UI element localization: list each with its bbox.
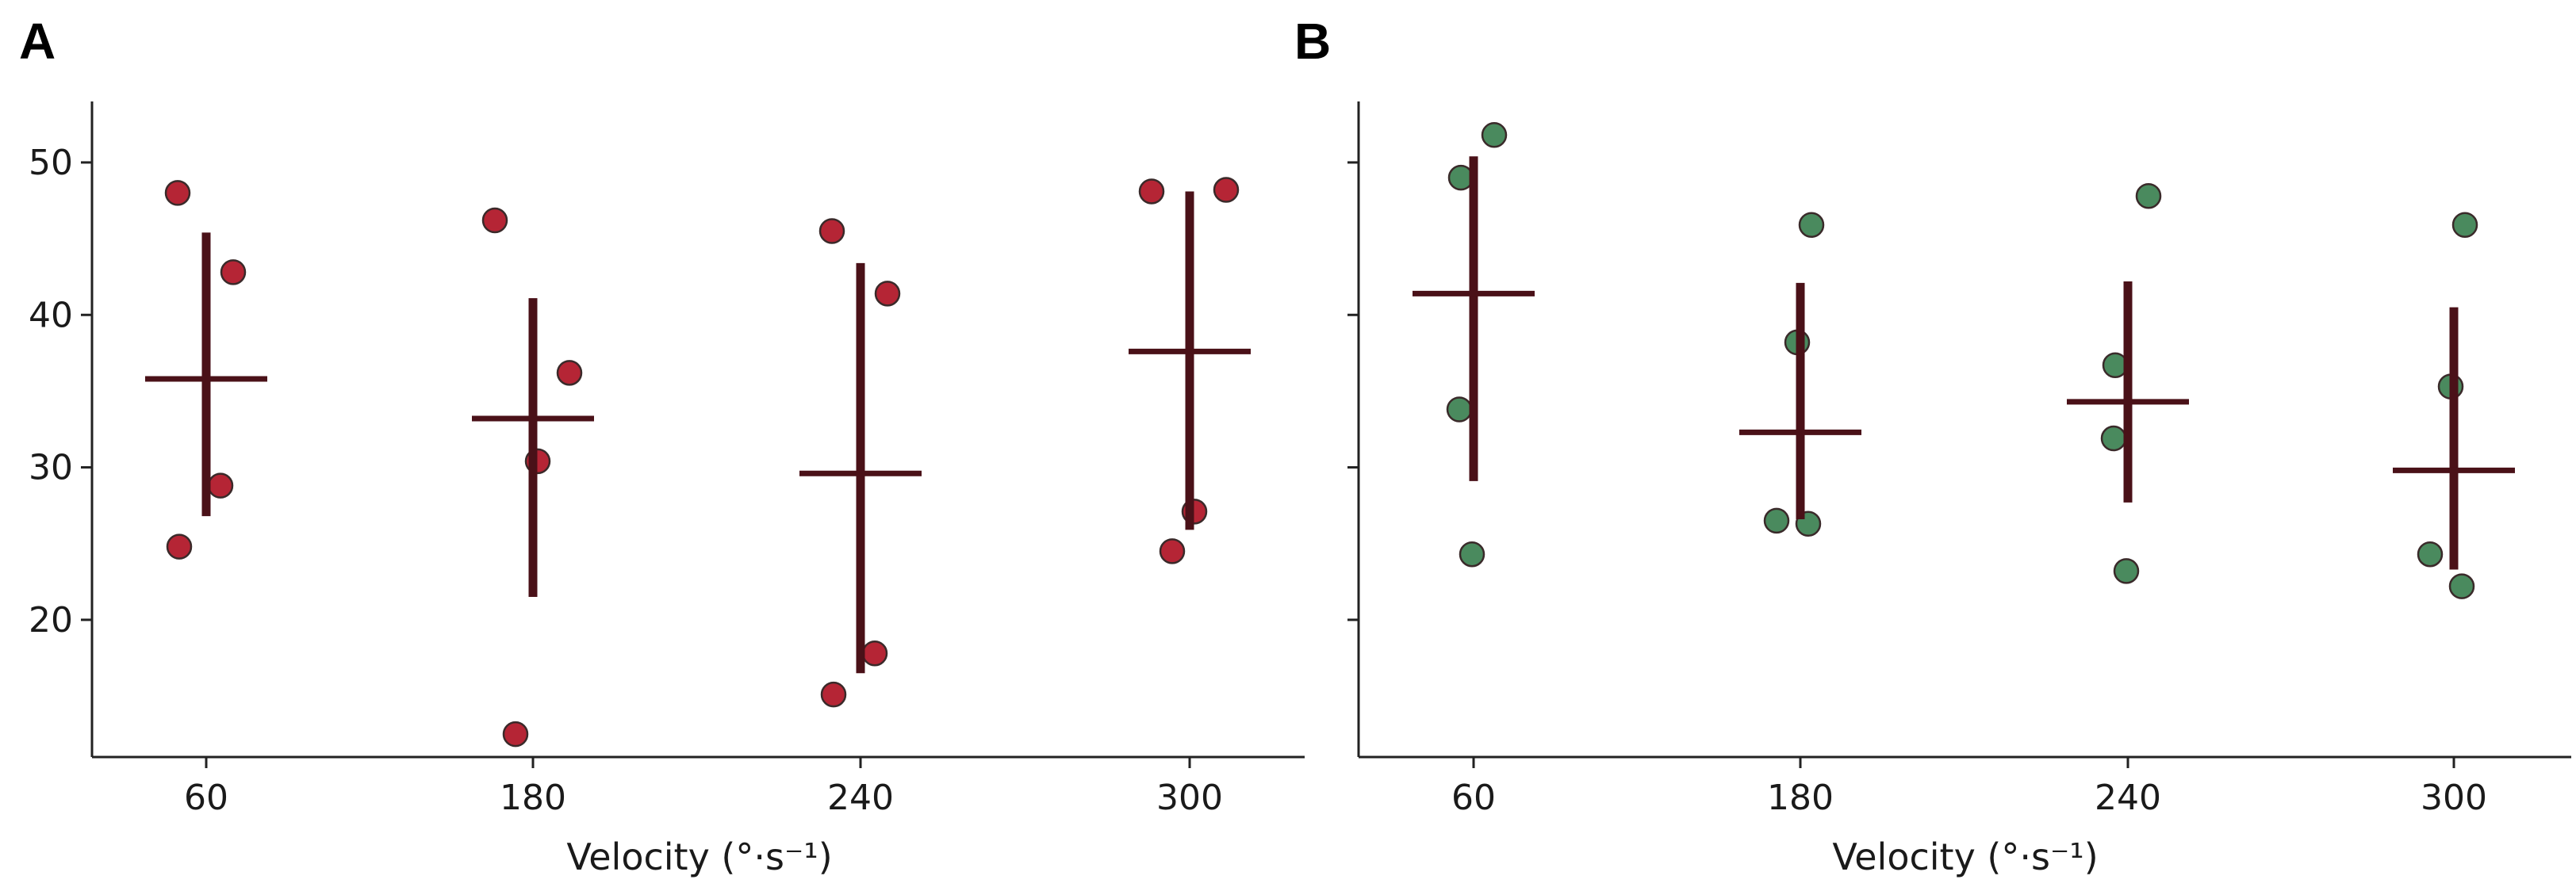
panel-b-x-tick-label: 300 — [2421, 778, 2487, 818]
panel-a-y-tick-label: 30 — [29, 448, 73, 488]
panel-b-data-point — [1446, 396, 1473, 423]
panel-b-data-point — [2451, 212, 2478, 239]
panel-a-data-point — [556, 360, 583, 386]
panel-b-data-point — [1481, 122, 1508, 148]
panel-a-data-point — [207, 472, 234, 499]
panel-a-data-point — [820, 681, 847, 708]
panel-a-x-axis-label: Velocity (°·s⁻¹) — [566, 836, 832, 878]
panel-a-data-point — [1213, 177, 1240, 203]
panel-b-x-tick-label: 60 — [1451, 778, 1496, 818]
panel-b-data-point — [2417, 541, 2444, 568]
panel-a-data-point — [1138, 178, 1165, 205]
panel-a-data-point — [220, 259, 247, 285]
panel-b-x-tick-label: 180 — [1767, 778, 1834, 818]
panel-b-data-point — [1459, 541, 1485, 568]
panel-b-x-axis-label: Velocity (°·s⁻¹) — [1832, 836, 2098, 878]
panel-a-x-tick-label: 240 — [827, 778, 894, 818]
panel-b-data-point — [2100, 425, 2127, 452]
panel-b-x-tick-label: 240 — [2095, 778, 2161, 818]
panel-a-data-point — [502, 721, 529, 748]
panel-a-y-tick-label: 40 — [29, 295, 73, 335]
panel-a-data-point — [818, 218, 845, 244]
panel-a-data-point — [166, 533, 193, 560]
panel-a-data-point — [164, 180, 191, 206]
panel-a-letter: A — [19, 13, 56, 70]
panel-a-y-tick-label: 20 — [29, 600, 73, 641]
panel-a-x-tick-label: 180 — [500, 778, 566, 818]
panel-a-data-point — [874, 281, 901, 307]
panel-a-chart: 20 30 40 50 60 180 240 300 — [29, 101, 1305, 818]
panel-a-data-point — [861, 640, 888, 667]
panel-b-letter: B — [1294, 13, 1331, 70]
panel-a-data-point — [481, 207, 508, 234]
panel-b-data-point — [1763, 507, 1790, 534]
panel-b-chart: 60 180 240 300 — [1347, 101, 2571, 818]
panel-b-data-point — [1798, 212, 1825, 239]
panel-a-x-tick-label: 60 — [184, 778, 228, 818]
panel-b-data-point — [2113, 558, 2140, 584]
panel-b-data-point — [2135, 182, 2162, 209]
panel-a-x-tick-label: 300 — [1156, 778, 1223, 818]
panel-a-y-tick-label: 50 — [29, 143, 73, 183]
panel-a-data-point — [1159, 538, 1186, 564]
panel-b-data-point — [2448, 573, 2475, 599]
